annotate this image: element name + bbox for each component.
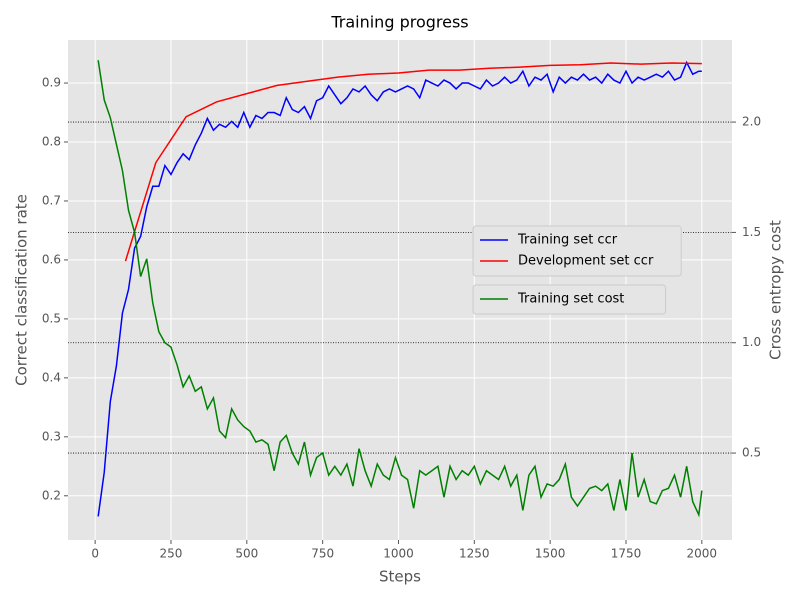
legend-label: Training set ccr	[517, 233, 618, 248]
legend-label: Development set ccr	[518, 254, 654, 269]
data-line	[97, 60, 702, 517]
x-tick-label: 500	[235, 547, 258, 561]
x-axis-label: Steps	[379, 568, 421, 586]
x-tick-label: 250	[160, 547, 183, 561]
x-tick-label: 0	[91, 547, 99, 561]
x-tick-label: 1750	[611, 547, 642, 561]
y-tick-label: 0.9	[42, 76, 61, 90]
y-tick-label: 0.5	[42, 311, 61, 325]
y-tick-label: 0.7	[42, 193, 61, 207]
y2-tick-label: 1.0	[742, 335, 761, 349]
legend-box	[472, 284, 667, 315]
legend-label: Training set cost	[517, 292, 624, 307]
y-tick-label: 0.6	[42, 252, 61, 266]
y-tick-label: 0.8	[42, 135, 61, 149]
data-line	[124, 62, 702, 262]
y2-tick-label: 1.5	[742, 225, 761, 239]
y-tick-label: 0.2	[42, 488, 61, 502]
y2-axis-label: Cross entropy cost	[767, 220, 785, 360]
x-tick-label: 1500	[535, 547, 566, 561]
x-tick-label: 2000	[687, 547, 718, 561]
y-axis-label: Correct classification rate	[13, 194, 31, 386]
y2-tick-label: 0.5	[742, 446, 761, 460]
chart-title: Training progress	[330, 13, 468, 32]
data-line	[97, 60, 703, 518]
x-tick-label: 1000	[383, 547, 414, 561]
legend-box	[472, 225, 682, 277]
y2-tick-label: 2.0	[742, 115, 761, 129]
x-tick-label: 750	[311, 547, 334, 561]
x-tick-label: 1250	[459, 547, 490, 561]
y-tick-label: 0.4	[42, 370, 61, 384]
y-tick-label: 0.3	[42, 429, 61, 443]
